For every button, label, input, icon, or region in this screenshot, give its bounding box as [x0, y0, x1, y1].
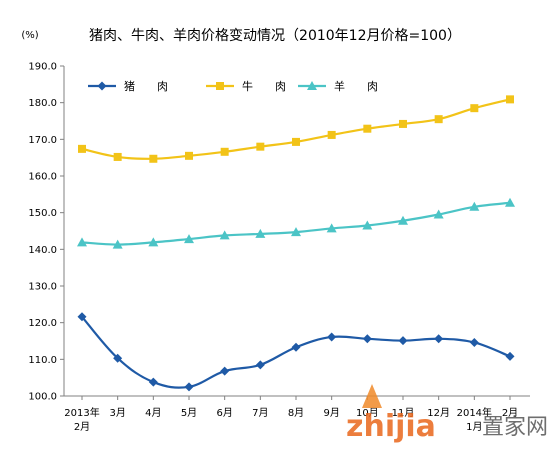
data-point: [77, 237, 87, 247]
y-tick-label: 160.0: [28, 172, 57, 183]
data-point: [434, 334, 444, 344]
data-point: [220, 366, 230, 376]
data-point: [78, 144, 86, 153]
data-point: [149, 154, 158, 163]
data-point: [362, 220, 373, 230]
x-tick-label: 4月: [145, 407, 161, 419]
data-point: [220, 147, 229, 156]
y-tick-label: 190.0: [28, 62, 57, 73]
x-tick-label-line2: 1月: [466, 421, 482, 433]
data-point: [256, 142, 265, 151]
data-point: [292, 137, 300, 146]
x-tick-label: 2013年: [64, 406, 99, 419]
x-tick-label: 5月: [181, 407, 197, 419]
series-line: [81, 98, 511, 160]
data-point: [469, 201, 480, 211]
data-point: [113, 152, 122, 161]
chart-title: 猪肉、牛肉、羊肉价格变动情况（2010年12月价格=100）: [89, 28, 461, 44]
data-point: [506, 95, 514, 104]
y-tick-label: 150.0: [28, 208, 57, 219]
data-point: [434, 115, 443, 124]
legend-label: 牛 肉: [242, 79, 286, 93]
data-point: [185, 151, 193, 160]
x-tick-label: 7月: [252, 407, 268, 419]
data-point: [470, 104, 479, 113]
y-tick-label: 110.0: [28, 355, 57, 366]
y-ticks: 100.0 110.0 120.0 130.0 140.0 150.0 160.0 170.0…: [28, 62, 64, 403]
x-tick-label: 2014年: [457, 406, 492, 419]
y-tick-label: 100.0: [28, 392, 57, 403]
legend-marker: [97, 81, 107, 91]
data-point: [326, 223, 337, 233]
x-tick-label: 9月: [323, 407, 339, 419]
data-point: [184, 234, 194, 244]
data-point: [219, 230, 230, 240]
watermark-brand: zhijia: [346, 409, 436, 444]
data-point: [291, 227, 301, 237]
x-tick-label-line2: 2月: [74, 421, 90, 433]
data-point: [113, 353, 123, 363]
y-tick-label: 170.0: [28, 135, 57, 146]
x-tick-label: 12月: [427, 407, 450, 419]
data-point: [433, 209, 444, 219]
data-point: [184, 382, 194, 392]
data-point: [363, 124, 372, 133]
data-point: [398, 336, 408, 346]
data-point: [327, 332, 337, 342]
legend-item: 猪 肉: [88, 80, 168, 93]
y-tick-label: 120.0: [28, 318, 57, 329]
data-point: [469, 337, 479, 347]
series-1: [78, 95, 514, 163]
x-tick-label: 6月: [216, 407, 232, 419]
data-point: [327, 130, 336, 139]
watermark-logo: zhijia 置家网: [346, 384, 548, 444]
data-point: [77, 312, 87, 322]
series-lines: [77, 95, 515, 392]
data-point: [291, 342, 301, 352]
x-tick-label: 11月: [392, 407, 415, 419]
x-tick-label: 2月: [502, 407, 518, 419]
watermark-tagline: 置家网: [482, 415, 548, 440]
series-line: [81, 201, 511, 246]
data-point: [505, 351, 515, 361]
series-line: [81, 316, 511, 389]
legend: 猪 肉牛 肉羊 肉: [88, 79, 378, 93]
x-tick-label: 10月: [356, 407, 379, 419]
legend-label: 羊 肉: [334, 79, 378, 93]
data-point: [362, 334, 372, 344]
data-point: [398, 215, 408, 225]
data-point: [148, 237, 159, 247]
y-unit-label: (%): [21, 30, 38, 41]
y-tick-label: 180.0: [28, 98, 57, 109]
legend-marker: [216, 82, 224, 90]
series-2: [77, 197, 515, 249]
data-point: [112, 239, 123, 249]
data-point: [255, 360, 265, 370]
legend-label: 猪 肉: [124, 80, 168, 93]
data-point: [399, 119, 407, 128]
data-point: [505, 197, 515, 207]
x-tick-label: 8月: [288, 407, 304, 419]
legend-item: 羊 肉: [298, 79, 378, 93]
data-point: [255, 228, 266, 238]
data-point: [148, 377, 158, 387]
y-tick-label: 130.0: [28, 282, 57, 293]
y-tick-label: 140.0: [28, 245, 57, 256]
x-tick-label: 3月: [109, 407, 125, 419]
x-ticks: 2013年 2月 3月 4月 5月 6月 7月 8月 9月 10月 11月 12月 2014年 1月 2月: [64, 396, 518, 433]
legend-item: 牛 肉: [206, 79, 286, 93]
legend-marker: [307, 81, 317, 90]
series-0: [77, 312, 515, 392]
watermark-house-icon: [362, 384, 382, 408]
